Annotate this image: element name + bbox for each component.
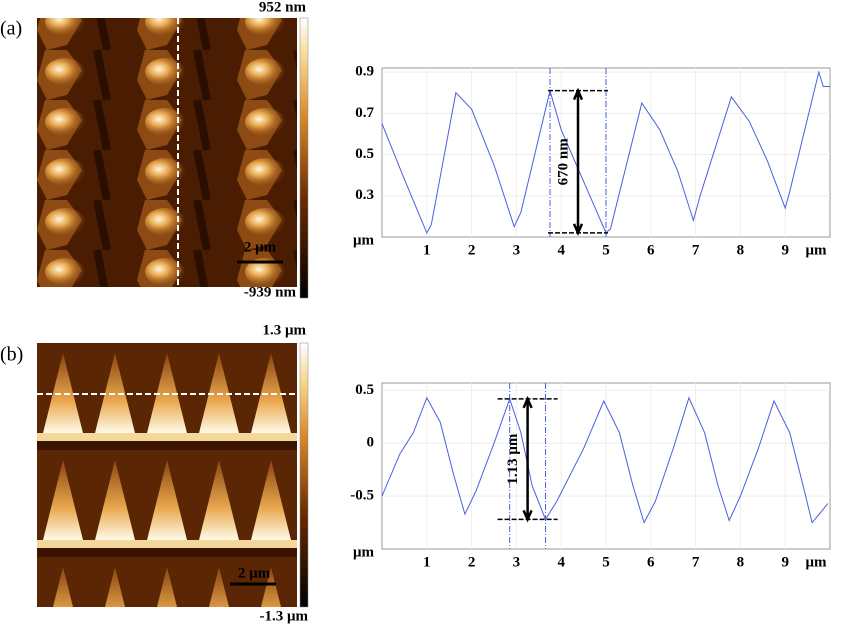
panel-label: (a)	[0, 18, 22, 40]
x-tick-label: 6	[647, 242, 655, 258]
x-tick-label: 7	[692, 242, 700, 258]
x-tick-label: 4	[557, 554, 565, 570]
y-tick-label: 0.5	[355, 382, 374, 398]
panel-label: (b)	[0, 344, 23, 366]
x-tick-label: 1	[423, 242, 431, 258]
x-tick-label: 3	[513, 242, 521, 258]
colorbar-max: 1.3 μm	[263, 322, 307, 338]
y-tick-label: 0.5	[355, 146, 374, 162]
colorbar-max: 952 nm	[259, 0, 307, 15]
measure-label: 670 nm	[555, 138, 571, 186]
measure-label: 1.13 μm	[505, 433, 521, 485]
afm-image	[37, 343, 297, 607]
y-axis-label: μm	[353, 232, 375, 248]
x-tick-label: 9	[781, 554, 789, 570]
x-tick-label: 9	[781, 242, 789, 258]
scale-bar-label: 2 μm	[244, 239, 277, 255]
measure-arrow	[522, 395, 533, 523]
y-tick-label: 0	[367, 435, 375, 451]
afm-image	[37, 18, 297, 287]
x-tick-label: 7	[692, 554, 700, 570]
x-tick-label: 2	[468, 554, 476, 570]
profile-line	[381, 396, 829, 524]
y-axis-label: μm	[353, 544, 375, 560]
colorbar	[299, 17, 309, 299]
y-tick-label: 0.9	[355, 64, 374, 80]
x-tick-label: 8	[737, 242, 745, 258]
y-tick-label: 0.3	[355, 187, 374, 203]
y-tick-label: -0.5	[350, 488, 374, 504]
x-tick-label: 3	[513, 554, 521, 570]
colorbar-min: -1.3 μm	[260, 608, 309, 624]
x-tick-label: 5	[602, 554, 610, 570]
x-tick-label: 4	[557, 242, 565, 258]
colorbar-min: -939 nm	[244, 284, 297, 300]
x-tick-label: 6	[647, 554, 655, 570]
colorbar	[299, 342, 309, 608]
scale-bar-label: 2 μm	[238, 565, 271, 581]
measure-arrow	[572, 87, 584, 236]
x-tick-label: 8	[737, 554, 745, 570]
profile-line	[381, 70, 830, 235]
x-axis-label: μm	[806, 242, 828, 258]
y-tick-label: 0.7	[355, 105, 374, 121]
x-tick-label: 1	[423, 554, 431, 570]
x-tick-label: 2	[468, 242, 476, 258]
x-tick-label: 5	[602, 242, 610, 258]
x-axis-label: μm	[806, 554, 828, 570]
